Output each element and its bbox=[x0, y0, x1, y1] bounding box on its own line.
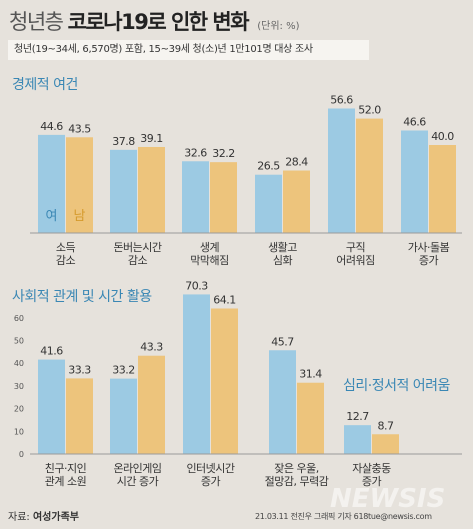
title-main: 코로나19로 인한 변화 bbox=[67, 10, 250, 34]
value-label-male-p1-1: 39.1 bbox=[140, 132, 163, 145]
category-label-p1-5-1: 증가 bbox=[419, 254, 439, 267]
category-label-p1-2-0: 생계 bbox=[200, 241, 219, 254]
value-label-female-p2-4: 12.7 bbox=[346, 410, 369, 423]
bar-male-p1-1 bbox=[138, 146, 165, 233]
category-label-p2-4-0: 자살충동 bbox=[352, 462, 391, 475]
value-label-female-p1-4: 56.6 bbox=[330, 93, 353, 106]
title-prefix: 청년층 bbox=[9, 10, 64, 34]
value-label-female-p1-5: 46.6 bbox=[403, 115, 426, 128]
value-label-male-p2-2: 64.1 bbox=[213, 293, 236, 306]
bar-male-p1-3 bbox=[283, 170, 310, 233]
legend-female: 여 bbox=[46, 209, 58, 224]
category-label-p1-0-1: 감소 bbox=[56, 254, 76, 267]
bar-female-p2-0 bbox=[38, 359, 65, 454]
y-tick-label-3: 30 bbox=[14, 382, 24, 391]
section-title-social: 사회적 관계 및 시간 활용 bbox=[12, 289, 152, 305]
value-label-female-p2-0: 41.6 bbox=[40, 345, 63, 358]
page-title: 청년층 코로나19로 인한 변화 (단위: %) bbox=[9, 6, 300, 36]
bar-male-p2-1 bbox=[138, 355, 165, 454]
bar-male-p2-3 bbox=[297, 382, 324, 454]
y-tick-label-2: 20 bbox=[14, 405, 24, 414]
y-tick-label-5: 50 bbox=[14, 337, 24, 346]
value-label-female-p2-1: 33.2 bbox=[112, 364, 135, 377]
section-title-economic: 경제적 여건 bbox=[12, 77, 78, 93]
bar-female-p2-3 bbox=[269, 350, 296, 454]
category-label-p1-3-0: 생활고 bbox=[268, 240, 297, 254]
value-label-female-p1-3: 26.5 bbox=[257, 160, 280, 173]
category-label-p1-3-1: 심화 bbox=[273, 254, 293, 267]
value-label-female-p1-1: 37.8 bbox=[112, 135, 135, 148]
y-tick-label-1: 10 bbox=[14, 427, 24, 436]
section-title-psych: 심리·정서적 어려움 bbox=[343, 378, 450, 394]
bar-female-p1-5 bbox=[401, 130, 428, 233]
bar-male-p2-0 bbox=[66, 378, 93, 454]
value-label-male-p2-0: 33.3 bbox=[68, 363, 91, 376]
value-label-male-p2-4: 8.7 bbox=[378, 419, 394, 432]
value-label-male-p1-5: 40.0 bbox=[431, 130, 454, 143]
category-label-p2-3-0: 잦은 우울, bbox=[274, 462, 318, 475]
bar-male-p2-2 bbox=[211, 308, 238, 454]
value-label-male-p1-2: 32.2 bbox=[212, 147, 235, 160]
value-label-female-p1-2: 32.6 bbox=[184, 146, 207, 159]
category-label-p1-5-0: 가사·돌봄 bbox=[408, 241, 450, 254]
value-label-male-p1-0: 43.5 bbox=[68, 122, 91, 135]
source-name: 여성가족부 bbox=[32, 512, 79, 523]
source-note: 자료: 여성가족부 bbox=[8, 508, 79, 523]
category-label-p1-4-1: 어려워짐 bbox=[336, 254, 374, 267]
watermark-logo: NEWSIS bbox=[330, 484, 446, 514]
bar-male-p1-2 bbox=[210, 162, 237, 233]
value-label-male-p1-3: 28.4 bbox=[285, 156, 308, 169]
bar-male-p1-4 bbox=[356, 118, 383, 233]
y-tick-label-0: 0 bbox=[19, 450, 24, 459]
bar-female-p1-2 bbox=[182, 161, 209, 233]
category-label-p2-2-1: 증가 bbox=[201, 475, 221, 488]
bar-female-p1-0 bbox=[38, 134, 65, 233]
unit-label: (단위: %) bbox=[257, 21, 300, 32]
category-label-p1-1-1: 감소 bbox=[128, 254, 148, 267]
bar-female-p1-4 bbox=[328, 108, 355, 233]
y-tick-label-4: 40 bbox=[14, 359, 24, 368]
category-label-p1-4-0: 구직 bbox=[346, 241, 365, 254]
bar-female-p1-3 bbox=[255, 174, 282, 233]
category-label-p2-2-0: 인터넷시간 bbox=[186, 462, 234, 475]
source-label: 자료: bbox=[8, 512, 30, 523]
bar-male-p1-5 bbox=[429, 145, 456, 233]
bar-male-p1-0 bbox=[66, 137, 93, 233]
value-label-male-p2-1: 43.3 bbox=[140, 341, 163, 354]
category-label-p2-3-1: 절망감, 무력감 bbox=[265, 475, 329, 488]
value-label-female-p1-0: 44.6 bbox=[40, 120, 63, 133]
category-label-p2-1-0: 온라인게임 bbox=[113, 462, 161, 475]
credit-line: 21.03.11 전진우 그래픽 기자 618tue@newsis.com bbox=[255, 512, 432, 521]
bar-male-p2-4 bbox=[372, 434, 399, 454]
bar-female-p2-2 bbox=[183, 294, 210, 454]
category-label-p2-0-0: 친구·지인 bbox=[45, 462, 86, 475]
category-label-p1-0-0: 소득 bbox=[56, 241, 76, 254]
category-label-p1-2-1: 막막해짐 bbox=[190, 253, 228, 267]
survey-description: 청년(19~34세, 6,570명) 포함, 15~39세 청(소)년 1만10… bbox=[8, 40, 369, 60]
bar-female-p2-4 bbox=[344, 425, 371, 454]
bar-female-p2-1 bbox=[110, 378, 137, 454]
y-tick-label-6: 60 bbox=[14, 314, 24, 323]
value-label-male-p2-3: 31.4 bbox=[299, 368, 322, 381]
category-label-p2-1-1: 시간 증가 bbox=[117, 475, 159, 488]
value-label-female-p2-2: 70.3 bbox=[185, 279, 208, 292]
value-label-female-p2-3: 45.7 bbox=[271, 335, 294, 348]
bar-female-p1-1 bbox=[110, 149, 137, 233]
category-label-p1-1-0: 돈버는시간 bbox=[113, 241, 161, 254]
legend-male: 남 bbox=[74, 209, 86, 224]
category-label-p2-0-1: 관계 소원 bbox=[45, 475, 86, 488]
category-label-p2-4-1: 증가 bbox=[362, 475, 382, 488]
value-label-male-p1-4: 52.0 bbox=[358, 104, 381, 117]
